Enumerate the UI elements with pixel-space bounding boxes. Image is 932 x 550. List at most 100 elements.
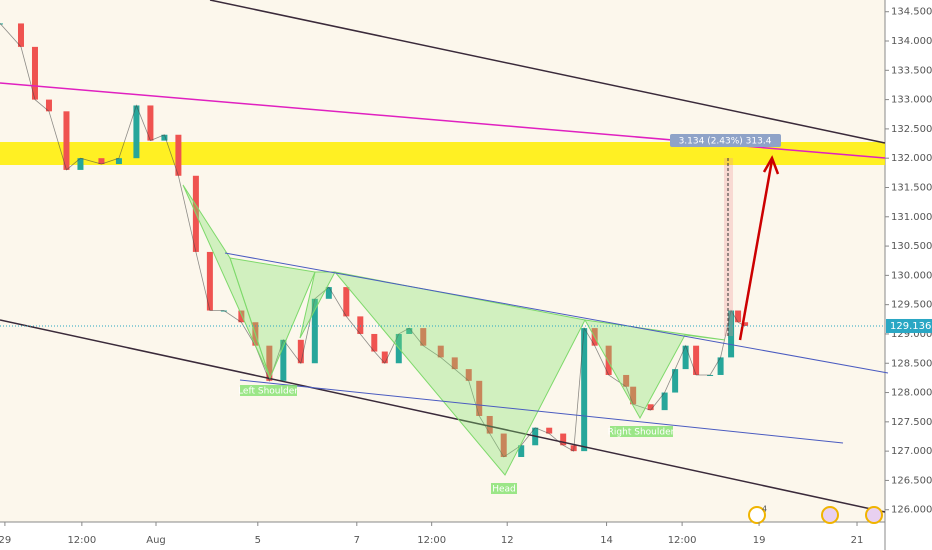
candle	[115, 158, 122, 165]
candle	[682, 345, 689, 370]
event-count: 4	[762, 505, 767, 514]
plot-background	[0, 0, 885, 522]
candle	[451, 357, 458, 370]
measure-label: 3.134 (2.43%) 313.4	[679, 137, 772, 147]
measure-box	[670, 134, 781, 147]
y-tick-label: 134.500	[891, 7, 932, 18]
label-box	[491, 483, 517, 494]
candle	[266, 345, 273, 381]
y-tick-label: 132.500	[891, 124, 932, 135]
candle	[546, 427, 553, 434]
candle	[420, 328, 427, 346]
x-tick-label: Aug	[146, 535, 166, 546]
candle	[0, 23, 3, 25]
x-tick-label: 12:00	[417, 535, 446, 546]
last-price-box	[886, 318, 932, 333]
candle	[220, 310, 227, 312]
label-box	[610, 426, 673, 437]
candle	[717, 357, 724, 375]
x-tick-label: 19	[753, 535, 766, 546]
candle	[45, 99, 52, 112]
y-tick-label: 132.000	[891, 153, 932, 164]
candle	[581, 328, 588, 452]
y-tick-label: 131.000	[891, 212, 932, 223]
candle	[742, 322, 749, 326]
channel-top	[209, 0, 886, 144]
y-tick-label: 129.500	[891, 300, 932, 311]
candle	[406, 328, 413, 334]
y-tick-label: 127.500	[891, 417, 932, 428]
pattern-label: Head	[492, 485, 516, 495]
candle	[381, 351, 388, 364]
x-tick-label: 29	[0, 535, 11, 546]
y-tick-label: 128.500	[891, 358, 932, 369]
event-badge[interactable]	[821, 506, 839, 524]
y-tick-label: 126.000	[891, 505, 932, 516]
channel-bottom	[0, 319, 886, 513]
candle	[343, 287, 350, 317]
candle	[560, 433, 567, 446]
support-line	[239, 379, 844, 444]
last-price-label: 129.136	[890, 321, 931, 332]
candle	[693, 345, 700, 375]
candle	[707, 374, 714, 376]
candle	[437, 345, 444, 358]
candle	[605, 345, 612, 375]
x-tick-label: 12:00	[668, 535, 697, 546]
candle	[133, 105, 140, 159]
target-arrow	[738, 159, 774, 341]
y-tick-label: 128.000	[891, 388, 932, 399]
candle	[357, 316, 364, 334]
pattern-label: Right Shoulder	[608, 428, 675, 438]
candle	[280, 339, 287, 381]
candle	[661, 392, 668, 411]
candle	[31, 46, 38, 100]
event-badge[interactable]	[865, 506, 883, 524]
candle	[238, 310, 245, 323]
x-tick-label: 5	[255, 535, 261, 546]
candle	[325, 287, 332, 299]
candle	[175, 134, 182, 176]
y-tick-label: 130.500	[891, 241, 932, 252]
y-tick-label: 133.000	[891, 95, 932, 106]
x-tick-label: 12	[501, 535, 514, 546]
candle	[63, 111, 70, 170]
measure-range	[724, 158, 733, 336]
candle	[161, 134, 168, 141]
arrow-head	[762, 155, 780, 175]
pattern-shape	[229, 257, 316, 380]
pattern-label: Left Shoulder	[238, 387, 298, 397]
candle	[728, 310, 735, 358]
candle	[206, 251, 213, 311]
candle	[486, 415, 493, 434]
candle	[147, 105, 154, 141]
y-tick-label: 134.000	[891, 36, 932, 47]
x-tick-label: 14	[600, 535, 613, 546]
candle	[465, 369, 472, 381]
pattern-shape	[584, 319, 726, 420]
pattern-shape	[299, 271, 336, 339]
candle	[98, 158, 105, 165]
x-tick-label: 7	[354, 535, 360, 546]
candle	[623, 374, 630, 387]
neckline	[224, 252, 889, 374]
candle	[500, 433, 507, 457]
candle	[297, 339, 304, 364]
x-tick-label: 21	[851, 535, 864, 546]
candle	[476, 380, 483, 416]
resistance-zone	[0, 142, 885, 165]
candle	[647, 404, 654, 411]
y-tick-label: 130.000	[891, 270, 932, 281]
candle	[630, 386, 637, 405]
price-axis	[885, 0, 932, 550]
event-badge[interactable]	[748, 506, 766, 524]
y-tick-label: 127.000	[891, 446, 932, 457]
candle	[371, 333, 378, 352]
candle	[735, 310, 742, 323]
candle	[311, 298, 318, 364]
label-box	[240, 385, 297, 396]
time-axis	[0, 522, 885, 550]
y-tick-label: 131.500	[891, 182, 932, 193]
y-tick-label: 133.500	[891, 65, 932, 76]
